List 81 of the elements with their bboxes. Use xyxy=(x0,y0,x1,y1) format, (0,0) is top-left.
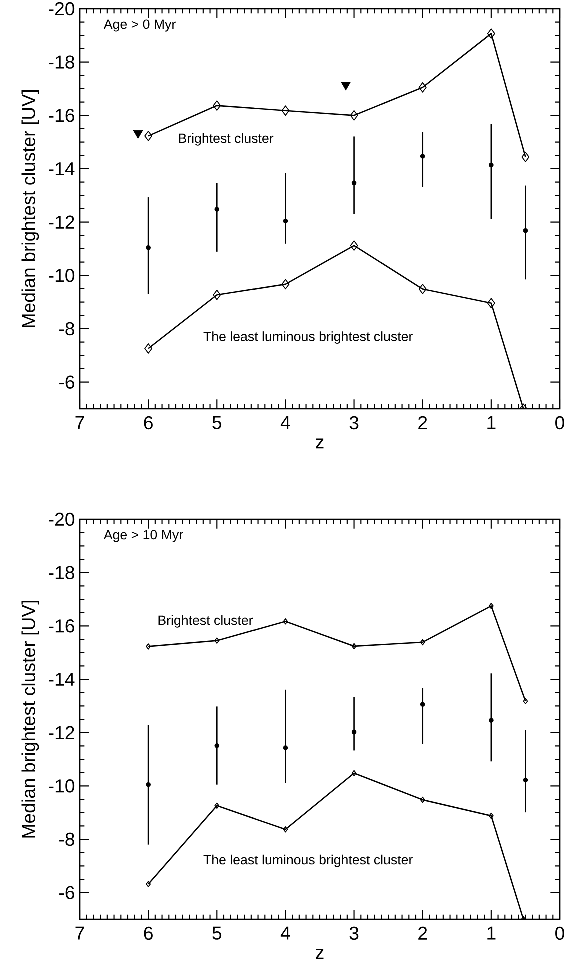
y-tick-label: -20 xyxy=(49,2,75,16)
y-tick-label: -14 xyxy=(49,162,75,176)
series-label: Brightest cluster xyxy=(179,133,274,146)
point xyxy=(488,812,494,820)
point xyxy=(352,180,357,186)
point xyxy=(341,82,351,91)
x-tick-label: 5 xyxy=(212,416,222,430)
x-tick-label: 6 xyxy=(144,926,153,940)
point xyxy=(418,284,427,294)
point xyxy=(282,279,290,290)
point xyxy=(489,162,494,168)
point xyxy=(214,638,220,644)
point xyxy=(522,152,530,162)
y-tick-label: -20 xyxy=(49,512,75,526)
x-tick-label: 6 xyxy=(144,416,153,430)
point xyxy=(420,154,426,159)
point xyxy=(523,778,528,783)
point xyxy=(420,702,426,707)
x-tick-label: 5 xyxy=(212,926,222,940)
point xyxy=(213,100,222,111)
point xyxy=(418,82,427,93)
x-tick-label: 0 xyxy=(556,926,564,940)
point xyxy=(352,730,357,735)
point xyxy=(487,298,496,309)
point xyxy=(352,770,357,776)
x-tick-label: 7 xyxy=(76,926,84,940)
point xyxy=(283,746,288,750)
y-tick-label: -18 xyxy=(49,566,74,580)
annotation: Age > 10 Myr xyxy=(104,530,184,542)
point xyxy=(350,110,358,121)
y-tick-label: -18 xyxy=(49,56,74,69)
x-tick-label: 4 xyxy=(280,416,290,430)
x-tick-label: 2 xyxy=(418,416,428,430)
series-label: The least luminous brightest cluster xyxy=(204,332,413,344)
point xyxy=(283,218,288,224)
x-tick-label: 0 xyxy=(556,416,564,430)
point xyxy=(283,618,288,625)
point xyxy=(214,207,220,212)
y-tick-label: -14 xyxy=(49,673,75,686)
x-tick-label: 2 xyxy=(418,926,428,940)
point xyxy=(213,290,222,300)
y-tick-label: -8 xyxy=(60,322,74,336)
point xyxy=(214,802,220,810)
x-tick-label: 4 xyxy=(280,926,290,940)
point xyxy=(144,344,153,354)
y-tick-label: -12 xyxy=(49,216,74,229)
y-tick-label: -8 xyxy=(60,832,74,846)
point xyxy=(133,130,144,139)
point xyxy=(214,744,220,748)
x-tick-label: 3 xyxy=(350,926,359,940)
x-tick-label: 3 xyxy=(350,416,359,430)
y-axis-title: Median brightest cluster [UV] xyxy=(22,601,40,838)
y-tick-label: -6 xyxy=(60,376,74,389)
series-label: The least luminous brightest cluster xyxy=(204,854,413,868)
x-tick-label: 7 xyxy=(76,416,84,430)
point xyxy=(283,826,288,833)
y-tick-label: -16 xyxy=(49,620,74,633)
point xyxy=(146,246,151,250)
point xyxy=(146,782,151,788)
x-axis-title: z xyxy=(316,438,324,449)
point xyxy=(487,28,496,39)
y-tick-label: -10 xyxy=(49,269,75,282)
x-tick-label: 1 xyxy=(488,926,496,940)
y-tick-label: -6 xyxy=(60,886,74,900)
point xyxy=(352,643,357,650)
x-tick-label: 1 xyxy=(488,416,496,430)
point xyxy=(420,796,426,804)
point xyxy=(523,228,528,234)
point xyxy=(282,106,290,116)
y-tick-label: -16 xyxy=(49,109,74,122)
point xyxy=(144,131,153,142)
point xyxy=(420,639,426,646)
x-axis-title: z xyxy=(316,949,324,960)
point xyxy=(489,718,494,723)
y-tick-label: -10 xyxy=(49,780,75,793)
annotation: Age > 0 Myr xyxy=(104,20,176,32)
point xyxy=(488,603,494,610)
y-axis-title: Median brightest cluster [UV] xyxy=(22,90,40,328)
point xyxy=(350,240,358,251)
series-label: Brightest cluster xyxy=(158,615,254,628)
y-tick-label: -12 xyxy=(49,726,74,740)
